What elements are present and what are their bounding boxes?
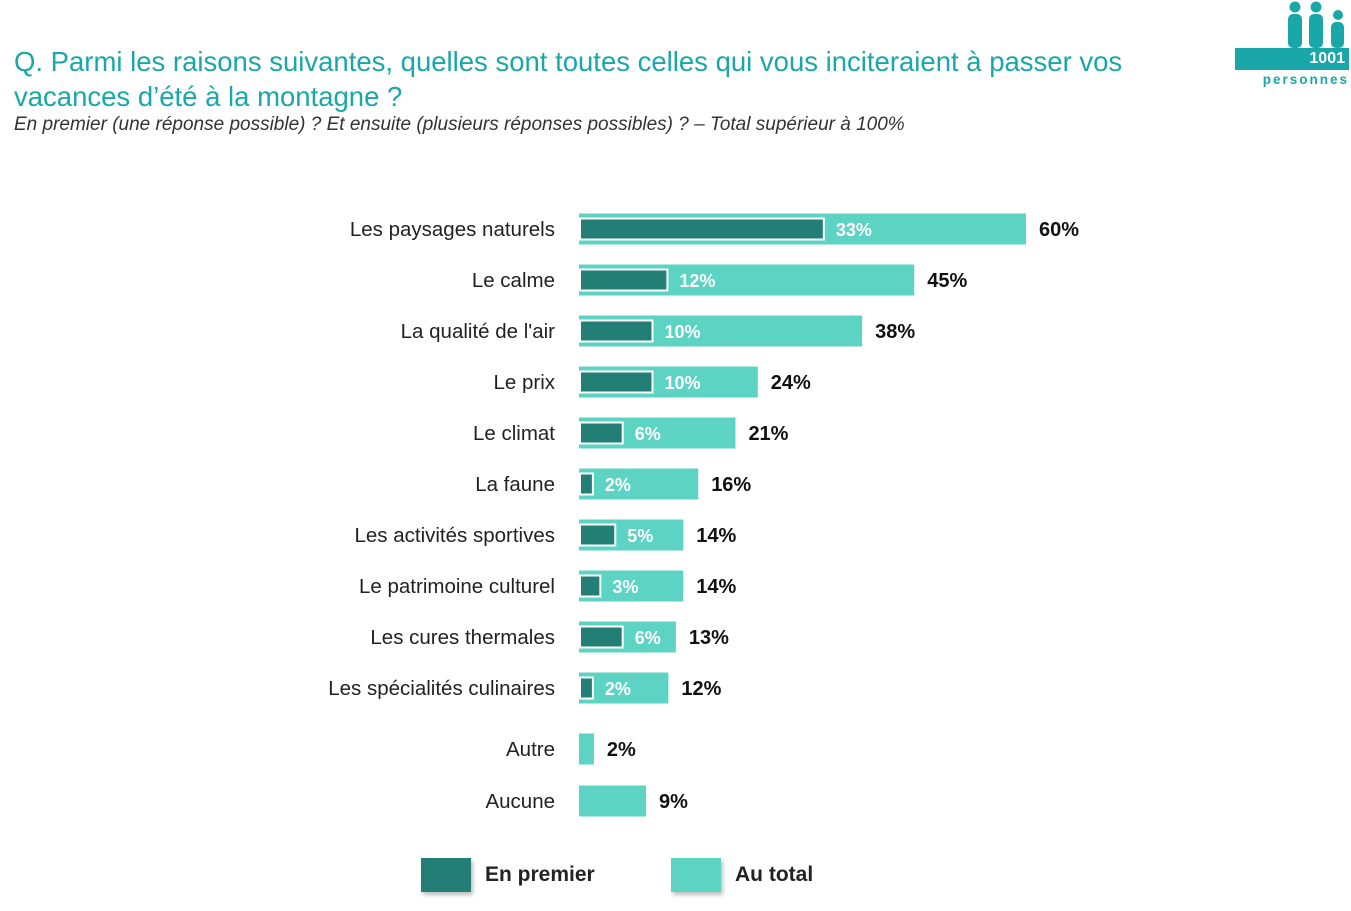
value-label-au-total: 9%	[659, 791, 688, 813]
value-label-au-total: 38%	[875, 321, 915, 343]
value-label-en-premier: 12%	[679, 271, 715, 291]
value-label-en-premier: 6%	[635, 628, 661, 648]
value-label-au-total: 45%	[927, 270, 967, 292]
category-label: La qualité de l'air	[401, 320, 556, 343]
category-label: Aucune	[485, 790, 555, 813]
legend-item-au-total: Au total	[671, 858, 813, 892]
value-label-au-total: 14%	[696, 576, 736, 598]
category-label: Les paysages naturels	[350, 218, 555, 241]
category-label: Les activités sportives	[354, 524, 555, 547]
value-label-au-total: 13%	[689, 627, 729, 649]
chart-legend: En premier Au total	[0, 858, 1351, 898]
bar-en-premier	[579, 676, 594, 700]
question-subtitle: En premier (une réponse possible) ? Et e…	[14, 114, 905, 135]
bar-en-premier	[579, 574, 602, 598]
category-label: Les spécialités culinaires	[328, 677, 555, 700]
people-icon	[1288, 1, 1344, 48]
value-label-en-premier: 10%	[665, 373, 701, 393]
legend-label-au-total: Au total	[735, 863, 814, 886]
value-label-en-premier: 2%	[605, 475, 631, 495]
bar-en-premier	[579, 421, 624, 445]
value-label-en-premier: 33%	[836, 220, 872, 240]
category-label: Le patrimoine culturel	[359, 575, 555, 598]
value-label-au-total: 21%	[748, 423, 788, 445]
value-label-au-total: 16%	[711, 474, 751, 496]
legend-label-en-premier: En premier	[485, 863, 595, 886]
logo-word: personnes	[1262, 72, 1349, 87]
bar-en-premier	[579, 217, 825, 241]
bar-en-premier	[579, 625, 624, 649]
bar-au-total	[579, 672, 669, 704]
bar-en-premier	[579, 370, 654, 394]
value-label-en-premier: 6%	[635, 424, 661, 444]
bar-en-premier	[579, 523, 617, 547]
bar-en-premier	[579, 268, 669, 292]
category-label: Les cures thermales	[370, 626, 555, 649]
value-label-en-premier: 5%	[627, 526, 653, 546]
category-label: La faune	[475, 473, 555, 496]
legend-swatch-en-premier	[421, 858, 471, 892]
category-label: Autre	[506, 738, 555, 761]
value-label-au-total: 60%	[1039, 219, 1079, 241]
question-title: Q. Parmi les raisons suivantes, quelles …	[14, 46, 1123, 112]
legend-swatch-au-total	[671, 858, 721, 892]
category-label: Le climat	[473, 422, 555, 445]
legend-item-en-premier: En premier	[421, 858, 595, 892]
value-label-en-premier: 10%	[665, 322, 701, 342]
value-label-au-total: 2%	[607, 739, 636, 761]
bar-en-premier	[579, 472, 594, 496]
brand-logo: 1001 personnes	[1233, 0, 1351, 92]
bar-au-total	[579, 785, 647, 817]
bar-au-total	[579, 733, 594, 765]
value-label-en-premier: 2%	[605, 679, 631, 699]
value-label-au-total: 14%	[696, 525, 736, 547]
bar-en-premier	[579, 319, 654, 343]
value-label-en-premier: 3%	[612, 577, 638, 597]
value-label-au-total: 24%	[771, 372, 811, 394]
logo-number: 1001	[1235, 48, 1349, 70]
value-label-au-total: 12%	[681, 678, 721, 700]
category-label: Le prix	[493, 371, 555, 394]
category-label: Le calme	[472, 269, 555, 292]
bar-chart: Les paysages naturels 60% 33% Le calme 45% 12…	[328, 213, 1079, 817]
bar-au-total	[579, 468, 699, 500]
